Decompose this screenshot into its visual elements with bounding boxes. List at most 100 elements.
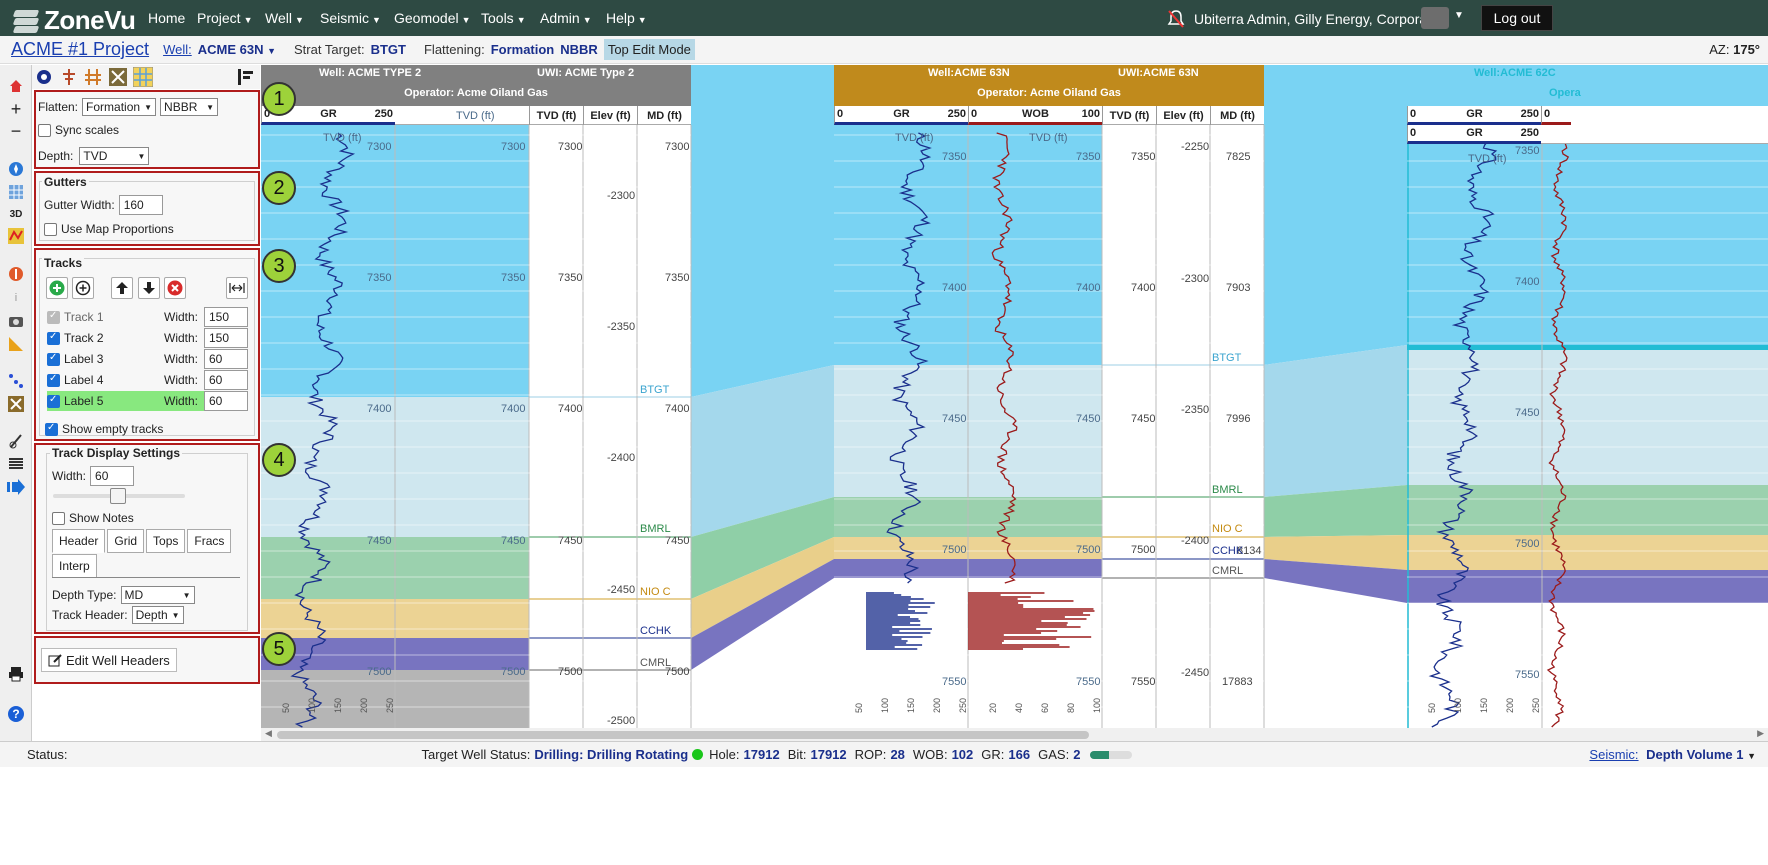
scrollbar-thumb[interactable] [277,731,1089,739]
nav-tools[interactable]: Tools ▼ [481,10,526,26]
gr-track-header[interactable]: 0 GR 250 [1407,106,1541,125]
multi-well-icon[interactable] [84,68,102,86]
well-selector[interactable]: ACME 63N ▼ [197,42,277,57]
zoom-out-icon[interactable]: − [10,120,22,141]
logout-button[interactable]: Log out [1481,5,1553,31]
help-icon[interactable]: ? [7,705,25,723]
move-down-button[interactable] [138,277,160,299]
well-track-icon[interactable] [60,68,78,86]
track-header-select[interactable]: Depth ▼ [131,606,184,624]
top-label-cmrl[interactable]: CMRL [640,657,672,669]
top-label-nioc[interactable]: NIO C [1212,523,1243,535]
nav-seismic[interactable]: Seismic ▼ [320,10,381,26]
track-width-input[interactable]: 60 [204,391,248,411]
points-icon[interactable] [7,372,25,390]
notifications-off-icon[interactable] [1166,9,1186,29]
scroll-right-icon[interactable]: ▶ [1757,728,1764,738]
track-row[interactable]: Track 2 Width: 150 [47,328,248,348]
info-icon[interactable]: i [14,292,18,304]
well-header-acme-type2[interactable]: Well: ACME TYPE 2 UWI: ACME Type 2 Operat… [261,65,691,106]
well-link[interactable]: Well: [163,42,192,57]
settings-gear-icon[interactable] [35,68,53,86]
track-width-input[interactable]: 150 [204,307,248,327]
add-track-outline-button[interactable] [72,277,94,299]
cross-section-canvas[interactable] [261,65,1768,728]
seismic-link[interactable]: Seismic: [1589,747,1639,762]
md-track-header[interactable]: MD (ft) [637,106,691,125]
compass-icon[interactable] [7,160,25,178]
elev-track-header[interactable]: Elev (ft) [583,106,637,125]
track-row[interactable]: Label 3 Width: 60 [47,349,248,369]
zonevu-logo[interactable]: ZoneVu [12,5,136,36]
nav-geomodel[interactable]: Geomodel ▼ [394,10,471,26]
show-empty-tracks-checkbox[interactable] [45,422,58,436]
tab-fracs[interactable]: Fracs [187,529,232,553]
chevron-down-icon[interactable]: ▼ [1454,10,1464,21]
layout-grid-icon[interactable] [133,67,153,87]
red-track-header[interactable]: 0 [1541,106,1571,125]
print-icon[interactable] [7,665,25,683]
top-label-cchk[interactable]: CCHK [640,625,672,637]
top-edit-mode-toggle[interactable]: Top Edit Mode [603,39,695,60]
flatten-top-select[interactable]: NBBR ▼ [160,98,219,116]
top-label-btgt[interactable]: BTGT [1212,352,1242,364]
tvd-track-header[interactable]: TVD (ft) [1102,106,1156,125]
ruler-icon[interactable] [7,335,25,353]
md-track-header[interactable]: MD (ft) [1210,106,1264,125]
scroll-left-icon[interactable]: ◀ [265,728,272,738]
delete-track-button[interactable] [164,277,186,299]
move-up-button[interactable] [111,277,133,299]
top-label-btgt[interactable]: BTGT [640,384,670,396]
tab-tops[interactable]: Tops [146,529,186,553]
nav-help[interactable]: Help ▼ [606,10,647,26]
nav-well[interactable]: Well ▼ [265,10,304,26]
track-width-input[interactable]: 60 [204,370,248,390]
gr-track-header[interactable]: 0 GR 250 [261,106,395,125]
wrench-icon[interactable] [7,265,25,283]
depth-type-select[interactable]: MD ▼ [120,586,195,604]
3d-view-icon[interactable]: 3D [9,208,23,220]
layers-icon[interactable] [7,455,25,473]
seismic-display-icon[interactable] [109,68,127,86]
edit-well-headers-button[interactable]: Edit Well Headers [41,648,177,672]
horizontal-scrollbar[interactable]: ◀ ▶ [261,728,1768,741]
gr-track-header-2[interactable]: 0 GR 250 [1407,125,1541,144]
map-grid-icon[interactable] [7,183,25,201]
well-header-acme-63n[interactable]: Well:ACME 63N UWI:ACME 63N Operator: Acme… [834,65,1264,106]
show-notes-checkbox[interactable] [52,511,65,525]
flatten-type-select[interactable]: Formation ▼ [82,98,157,116]
track-row-selected[interactable]: Label 5 Width: 60 [47,391,248,411]
width-slider-handle[interactable] [110,488,126,504]
seismic-selector[interactable]: Seismic: Depth Volume 1 ▼ [1589,747,1756,762]
tab-grid[interactable]: Grid [107,529,145,553]
project-title[interactable]: ACME #1 Project [11,39,150,59]
top-label-cmrl[interactable]: CMRL [1212,565,1244,577]
use-map-proportions-checkbox[interactable] [44,222,57,236]
home-icon[interactable] [7,77,25,95]
add-track-button[interactable] [46,277,68,299]
gutter-width-input[interactable]: 160 [118,195,163,215]
forward-arrow-icon[interactable] [7,478,25,496]
avatar[interactable] [1421,7,1449,29]
elev-track-header[interactable]: Elev (ft) [1156,106,1210,125]
nav-admin[interactable]: Admin ▼ [540,10,592,26]
track-width-input[interactable]: 60 [204,349,248,369]
well-header-acme-62c[interactable]: Well:ACME 62C Opera [1407,65,1768,106]
top-label-bmrl[interactable]: BMRL [1212,484,1243,496]
tab-header[interactable]: Header [52,529,106,553]
nav-home[interactable]: Home [148,10,186,26]
track-row[interactable]: Label 4 Width: 60 [47,370,248,390]
track-visible-checkbox[interactable] [47,331,60,345]
cross-section-icon[interactable] [7,227,25,245]
nav-project[interactable]: Project ▼ [197,10,253,26]
tab-interp[interactable]: Interp [52,554,97,578]
track-visible-checkbox[interactable] [47,394,60,408]
track-visible-checkbox[interactable] [47,373,60,387]
top-label-bmrl[interactable]: BMRL [640,523,671,535]
sync-scales-checkbox[interactable] [38,123,51,137]
track-width-input[interactable]: 150 [204,328,248,348]
display-width-input[interactable]: 60 [90,466,135,486]
camera-icon[interactable] [7,312,25,330]
fit-width-button[interactable] [226,277,248,299]
cross-section-view[interactable]: Well: ACME TYPE 2 UWI: ACME Type 2 Operat… [261,65,1768,728]
